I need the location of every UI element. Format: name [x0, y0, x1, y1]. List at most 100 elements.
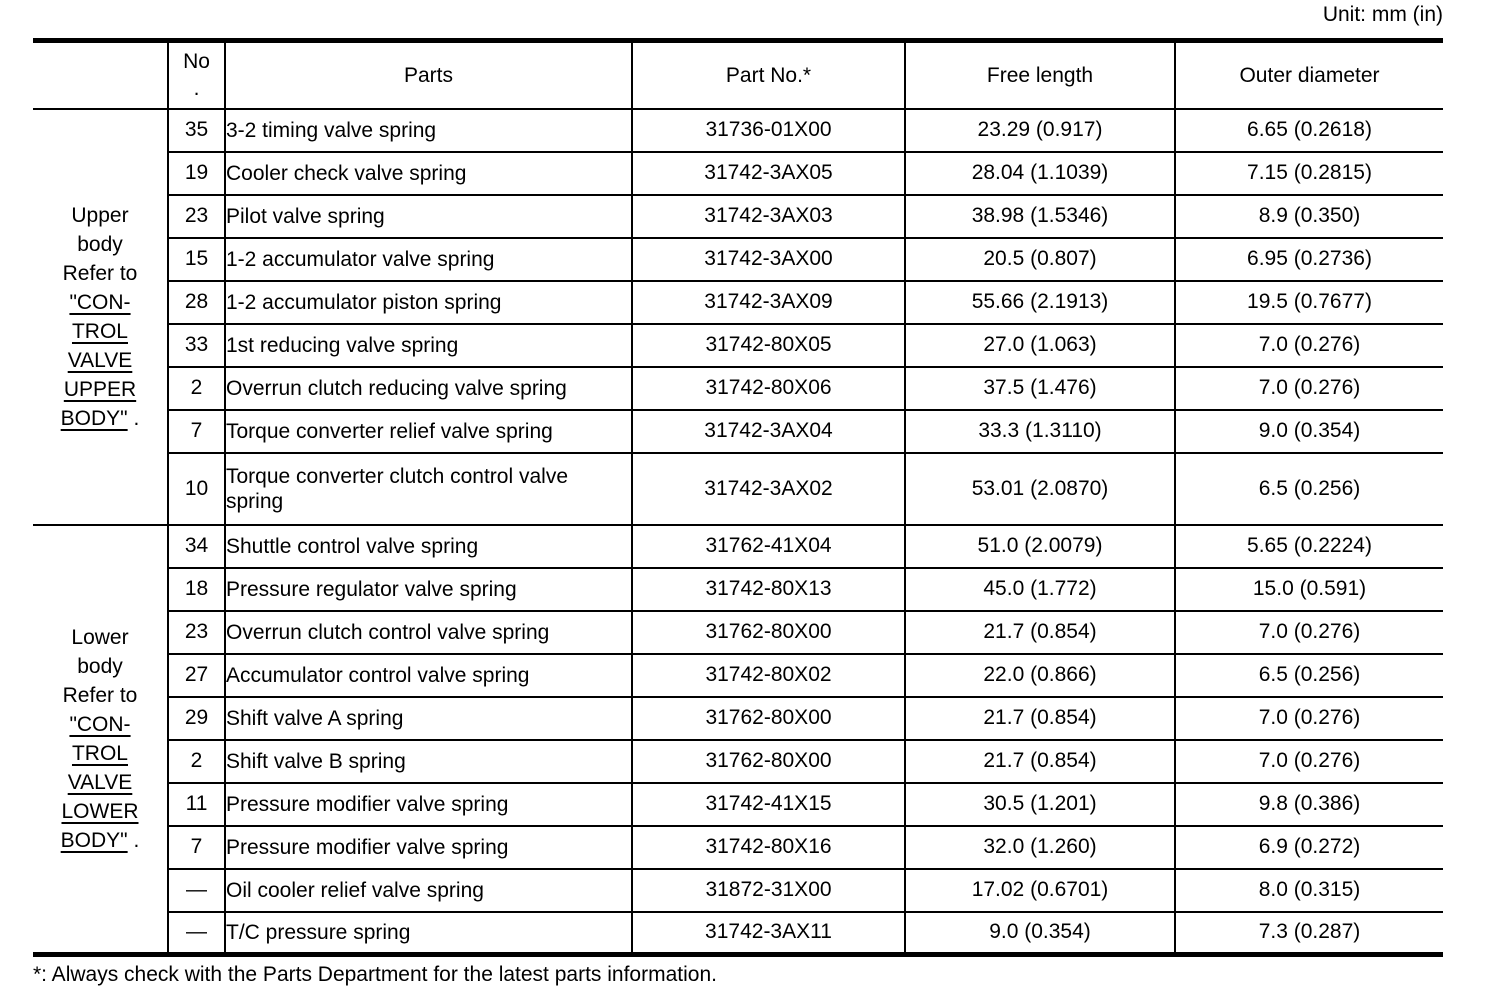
cell-outer-diameter: 8.0 (0.315) [1174, 867, 1443, 913]
cell-free-length: 28.04 (1.1039) [904, 150, 1176, 196]
cell-outer-diameter: 7.0 (0.276) [1174, 322, 1443, 368]
cell-part-no: 31742-41X15 [631, 781, 906, 827]
control-valve-lower-body-link[interactable]: "CON- TROL VALVE LOWER BODY" [60, 712, 139, 852]
cell-part-no: 31742-3AX02 [631, 451, 906, 526]
cell-parts: 1-2 accumulator valve spring [224, 236, 633, 282]
cell-free-length: 53.01 (2.0870) [904, 451, 1176, 526]
cell-part-no: 31762-41X04 [631, 523, 906, 569]
group-label: Upper body Refer to [62, 203, 138, 285]
cell-no: 35 [167, 107, 226, 153]
header-row: No . Parts Part No.* Free length Outer d… [33, 39, 1443, 110]
table-row: 33 1st reducing valve spring 31742-80X05 27… [33, 322, 1443, 368]
cell-outer-diameter: 19.5 (0.7677) [1174, 279, 1443, 325]
cell-parts: 1st reducing valve spring [224, 322, 633, 368]
table-row: 18 Pressure regulator valve spring 31742-8… [33, 566, 1443, 612]
cell-parts: Cooler check valve spring [224, 150, 633, 196]
cell-parts: Shuttle control valve spring [224, 523, 633, 569]
group-label-suffix: . [127, 406, 140, 430]
cell-no: 23 [167, 193, 226, 239]
cell-outer-diameter: 7.3 (0.287) [1174, 910, 1443, 956]
cell-free-length: 30.5 (1.201) [904, 781, 1176, 827]
cell-free-length: 23.29 (0.917) [904, 107, 1176, 153]
cell-free-length: 21.7 (0.854) [904, 609, 1176, 655]
cell-parts: Overrun clutch reducing valve spring [224, 365, 633, 411]
cell-no: 15 [167, 236, 226, 282]
cell-outer-diameter: 6.5 (0.256) [1174, 451, 1443, 526]
cell-parts: 3-2 timing valve spring [224, 107, 633, 153]
cell-no: — [167, 867, 226, 913]
cell-free-length: 21.7 (0.854) [904, 695, 1176, 741]
cell-parts: T/C pressure spring [224, 910, 633, 956]
cell-no: 18 [167, 566, 226, 612]
cell-outer-diameter: 7.0 (0.276) [1174, 609, 1443, 655]
cell-part-no: 31742-3AX11 [631, 910, 906, 956]
cell-part-no: 31762-80X00 [631, 609, 906, 655]
table-header: No . Parts Part No.* Free length Outer d… [33, 39, 1443, 110]
cell-free-length: 9.0 (0.354) [904, 910, 1176, 956]
header-group [33, 39, 169, 110]
table-row: 11 Pressure modifier valve spring 31742-41… [33, 781, 1443, 827]
cell-parts: Pilot valve spring [224, 193, 633, 239]
cell-outer-diameter: 7.0 (0.276) [1174, 365, 1443, 411]
table-row: 23 Overrun clutch control valve spring 317… [33, 609, 1443, 655]
cell-parts: Shift valve A spring [224, 695, 633, 741]
cell-free-length: 37.5 (1.476) [904, 365, 1176, 411]
group-label: Lower body Refer to [62, 625, 138, 707]
cell-no: 7 [167, 408, 226, 454]
cell-part-no: 31762-80X00 [631, 695, 906, 741]
cell-outer-diameter: 5.65 (0.2224) [1174, 523, 1443, 569]
cell-free-length: 45.0 (1.772) [904, 566, 1176, 612]
cell-no: 28 [167, 279, 226, 325]
cell-parts: Torque converter clutch control valve sp… [224, 451, 633, 526]
spring-specifications-table: No . Parts Part No.* Free length Outer d… [33, 38, 1443, 957]
footnote: *: Always check with the Parts Departmen… [33, 963, 717, 986]
lower-body-group-cell: Lower body Refer to "CON- TROL VALVE LOW… [33, 523, 169, 956]
header-outer-diameter: Outer diameter [1174, 39, 1443, 110]
header-part-no: Part No.* [631, 39, 906, 110]
cell-no: 27 [167, 652, 226, 698]
cell-outer-diameter: 9.0 (0.354) [1174, 408, 1443, 454]
table-row: 29 Shift valve A spring 31762-80X00 21.7 (0… [33, 695, 1443, 741]
cell-no: 19 [167, 150, 226, 196]
cell-part-no: 31736-01X00 [631, 107, 906, 153]
cell-no: 2 [167, 738, 226, 784]
cell-outer-diameter: 6.65 (0.2618) [1174, 107, 1443, 153]
header-free-length: Free length [904, 39, 1176, 110]
control-valve-upper-body-link[interactable]: "CON- TROL VALVE UPPER BODY" [60, 290, 137, 430]
cell-part-no: 31742-3AX05 [631, 150, 906, 196]
table-row: Upper body Refer to "CON- TROL VALVE UPP… [33, 107, 1443, 526]
cell-free-length: 32.0 (1.260) [904, 824, 1176, 870]
header-parts: Parts [224, 39, 633, 110]
cell-part-no: 31742-80X06 [631, 365, 906, 411]
cell-part-no: 31762-80X00 [631, 738, 906, 784]
table-row: Lower body Refer to "CON- TROL VALVE LOW… [33, 523, 1443, 956]
cell-no: 29 [167, 695, 226, 741]
cell-part-no: 31742-3AX03 [631, 193, 906, 239]
cell-parts: Shift valve B spring [224, 738, 633, 784]
cell-part-no: 31742-80X02 [631, 652, 906, 698]
cell-no: 23 [167, 609, 226, 655]
cell-free-length: 20.5 (0.807) [904, 236, 1176, 282]
table-body: Upper body Refer to "CON- TROL VALVE UPP… [33, 107, 1443, 956]
cell-part-no: 31742-80X16 [631, 824, 906, 870]
cell-outer-diameter: 6.95 (0.2736) [1174, 236, 1443, 282]
cell-parts: Pressure modifier valve spring [224, 781, 633, 827]
header-no: No . [167, 39, 226, 110]
table-row: 7 Torque converter relief valve spring 317… [33, 408, 1443, 454]
cell-parts: Accumulator control valve spring [224, 652, 633, 698]
cell-no: 7 [167, 824, 226, 870]
table-row: — T/C pressure spring 31742-3AX11 9.0 (0.35… [33, 910, 1443, 956]
cell-free-length: 51.0 (2.0079) [904, 523, 1176, 569]
unit-label: Unit: mm (in) [1322, 3, 1443, 26]
cell-no: — [167, 910, 226, 956]
group-label-suffix: . [127, 828, 140, 852]
cell-no: 10 [167, 451, 226, 526]
cell-part-no: 31742-3AX00 [631, 236, 906, 282]
cell-outer-diameter: 6.9 (0.272) [1174, 824, 1443, 870]
cell-outer-diameter: 9.8 (0.386) [1174, 781, 1443, 827]
cell-part-no: 31872-31X00 [631, 867, 906, 913]
cell-free-length: 17.02 (0.6701) [904, 867, 1176, 913]
table-row: 27 Accumulator control valve spring 31742-… [33, 652, 1443, 698]
cell-part-no: 31742-80X13 [631, 566, 906, 612]
